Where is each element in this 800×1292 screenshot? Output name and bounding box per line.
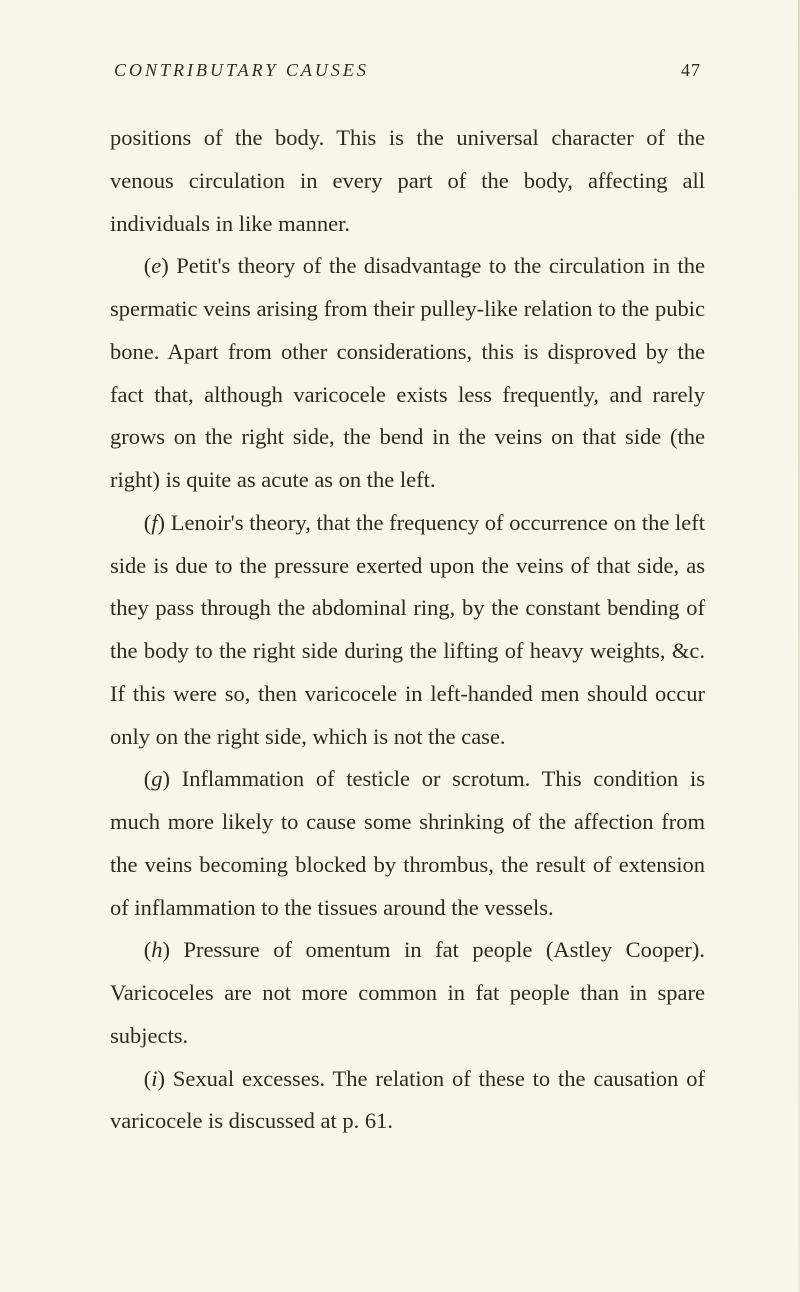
paragraph: (e) Petit's theory of the disadvantage t… [110,245,705,502]
paragraph: (i) Sexual excesses. The relation of the… [110,1058,705,1144]
page-number: 47 [681,60,701,81]
body-text: positions of the body. This is the unive… [110,117,705,1143]
running-head: CONTRIBUTARY CAUSES 47 [110,60,705,81]
book-page: CONTRIBUTARY CAUSES 47 positions of the … [0,0,800,1292]
running-title: CONTRIBUTARY CAUSES [114,60,369,81]
paragraph: positions of the body. This is the unive… [110,117,705,245]
paragraph: (f) Lenoir's theory, that the frequency … [110,502,705,759]
paragraph: (g) Inflammation of testicle or scrotum.… [110,758,705,929]
paragraph: (h) Pressure of omentum in fat people (A… [110,929,705,1057]
